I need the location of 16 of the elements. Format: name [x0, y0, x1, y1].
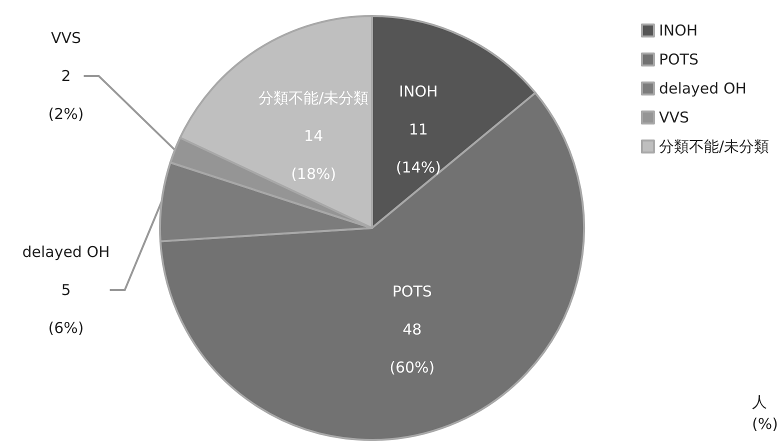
slice-label: delayed OH	[22, 243, 110, 261]
text: 14 (18%)	[291, 126, 336, 183]
legend-label: INOH	[658, 22, 698, 40]
legend-label: delayed OH	[658, 80, 747, 98]
text: 5 (6%)	[48, 281, 84, 337]
text: 11 (14%)	[396, 120, 441, 176]
slice-label: POTS	[392, 282, 432, 300]
legend-label: POTS	[658, 50, 698, 68]
slice-label: INOH	[399, 82, 438, 100]
slice-label: 分類不能/未分類	[258, 88, 369, 107]
legend-label: VVS	[658, 108, 689, 126]
text: 人 (%)	[752, 393, 778, 433]
text: 2 (2%)	[48, 67, 84, 123]
category-label: VVS	[50, 29, 82, 47]
text: 48 (60%)	[390, 320, 435, 376]
legend-label: 分類不能/未分類	[658, 138, 770, 156]
